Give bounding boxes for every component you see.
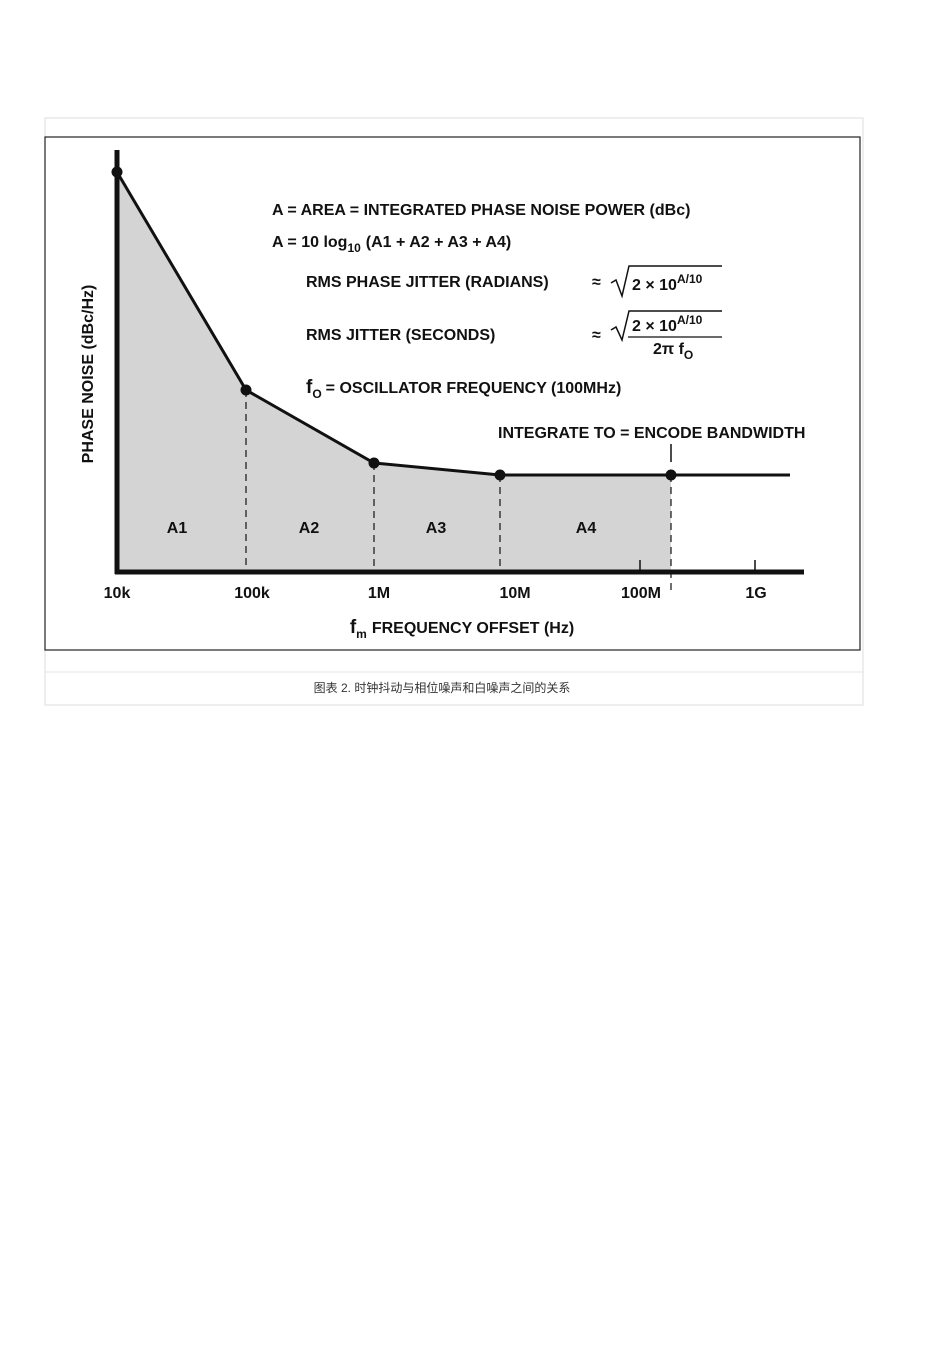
radicand: 2 × 10A/10 bbox=[632, 272, 703, 294]
x-axis-label: fm FREQUENCY OFFSET (Hz) bbox=[350, 617, 574, 641]
subscript: 10 bbox=[347, 241, 361, 255]
x-tick-label: 10M bbox=[499, 585, 530, 602]
subscript: O bbox=[684, 348, 693, 362]
sqrt-sign bbox=[610, 265, 722, 299]
x-tick-label: 100k bbox=[234, 585, 270, 602]
subscript: m bbox=[356, 627, 367, 641]
text: FREQUENCY OFFSET (Hz) bbox=[372, 620, 574, 637]
subscript: O bbox=[312, 387, 321, 401]
point bbox=[665, 469, 677, 481]
point bbox=[368, 457, 380, 469]
region-label: A4 bbox=[576, 520, 597, 537]
x-tick-label: 100M bbox=[621, 585, 661, 602]
formula-line: A = 10 log10 (A1 + A2 + A3 + A4) bbox=[272, 234, 511, 255]
region-label: A2 bbox=[299, 520, 320, 537]
symbol: f bbox=[306, 377, 313, 398]
x-tick-label: 10k bbox=[104, 585, 131, 602]
text: (A1 + A2 + A3 + A4) bbox=[366, 234, 511, 251]
integrated-area bbox=[117, 172, 671, 572]
point bbox=[494, 469, 506, 481]
x-tick-label: 1G bbox=[745, 585, 766, 602]
denominator: 2π fO bbox=[653, 341, 693, 362]
point bbox=[240, 384, 252, 396]
text: = OSCILLATOR FREQUENCY (100MHz) bbox=[326, 380, 622, 397]
text: 2 × 10 bbox=[632, 277, 677, 294]
symbol: f bbox=[350, 617, 357, 638]
noise-curve bbox=[115, 171, 790, 477]
radicand: 2 × 10A/10 bbox=[632, 313, 703, 335]
superscript: A/10 bbox=[677, 313, 703, 327]
approx: ≈ bbox=[592, 327, 601, 344]
region-dividers bbox=[245, 390, 672, 590]
region-label: A1 bbox=[167, 520, 188, 537]
y-axis-label: PHASE NOISE (dBc/Hz) bbox=[80, 285, 97, 464]
superscript: A/10 bbox=[677, 272, 703, 286]
formula-line: A = AREA = INTEGRATED PHASE NOISE POWER … bbox=[272, 202, 690, 219]
formula-label: RMS JITTER (SECONDS) bbox=[306, 327, 495, 344]
text: 2 × 10 bbox=[632, 318, 677, 335]
annotation: INTEGRATE TO = ENCODE BANDWIDTH bbox=[498, 425, 805, 442]
text: A = 10 log bbox=[272, 234, 347, 251]
region-label: A3 bbox=[426, 520, 447, 537]
caption: 图表 2. 时钟抖动与相位噪声和白噪声之间的关系 bbox=[314, 680, 571, 695]
x-tick-label: 1M bbox=[368, 585, 390, 602]
sqrt-sign bbox=[610, 310, 722, 343]
formula-label: RMS PHASE JITTER (RADIANS) bbox=[306, 274, 549, 291]
text: 2π f bbox=[653, 341, 685, 358]
formula-line: fO = OSCILLATOR FREQUENCY (100MHz) bbox=[306, 377, 621, 401]
approx: ≈ bbox=[592, 274, 601, 291]
